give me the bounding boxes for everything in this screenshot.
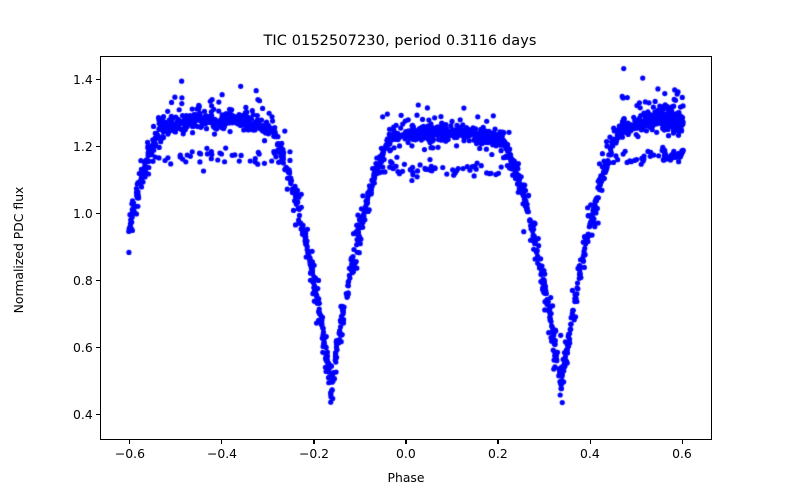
y-axis-label: Normalized PDC flux: [11, 186, 26, 314]
scatter-plot-points: [101, 57, 711, 439]
y-tick-mark: [96, 146, 100, 148]
x-tick-mark: [589, 440, 591, 444]
plot-axes-area: [100, 56, 712, 440]
x-tick-label: 0.6: [672, 446, 692, 461]
y-tick-label: 0.4: [73, 407, 93, 423]
y-tick-mark: [96, 347, 100, 349]
x-tick-label: −0.6: [114, 446, 145, 461]
x-tick-mark: [221, 440, 223, 444]
y-tick-mark: [96, 414, 100, 416]
y-tick-label: 1.4: [73, 71, 93, 87]
x-tick-mark: [497, 440, 499, 444]
x-tick-label: 0.0: [396, 446, 416, 461]
x-tick-label: 0.4: [580, 446, 600, 461]
y-tick-label: 1.0: [73, 206, 93, 222]
y-tick-mark: [96, 213, 100, 215]
chart-title: TIC 0152507230, period 0.3116 days: [263, 33, 537, 49]
x-axis-label: Phase: [387, 470, 425, 485]
x-tick-label: 0.2: [488, 446, 508, 461]
x-tick-mark: [681, 440, 683, 444]
y-tick-label: 0.8: [73, 273, 93, 289]
y-tick-mark: [96, 280, 100, 282]
x-tick-mark: [129, 440, 131, 444]
x-tick-label: −0.2: [298, 446, 330, 461]
x-tick-mark: [405, 440, 407, 444]
x-tick-mark: [313, 440, 315, 444]
y-tick-label: 1.2: [73, 139, 93, 155]
y-tick-label: 0.6: [73, 340, 93, 356]
x-tick-label: −0.4: [206, 446, 238, 461]
y-tick-mark: [96, 78, 100, 81]
